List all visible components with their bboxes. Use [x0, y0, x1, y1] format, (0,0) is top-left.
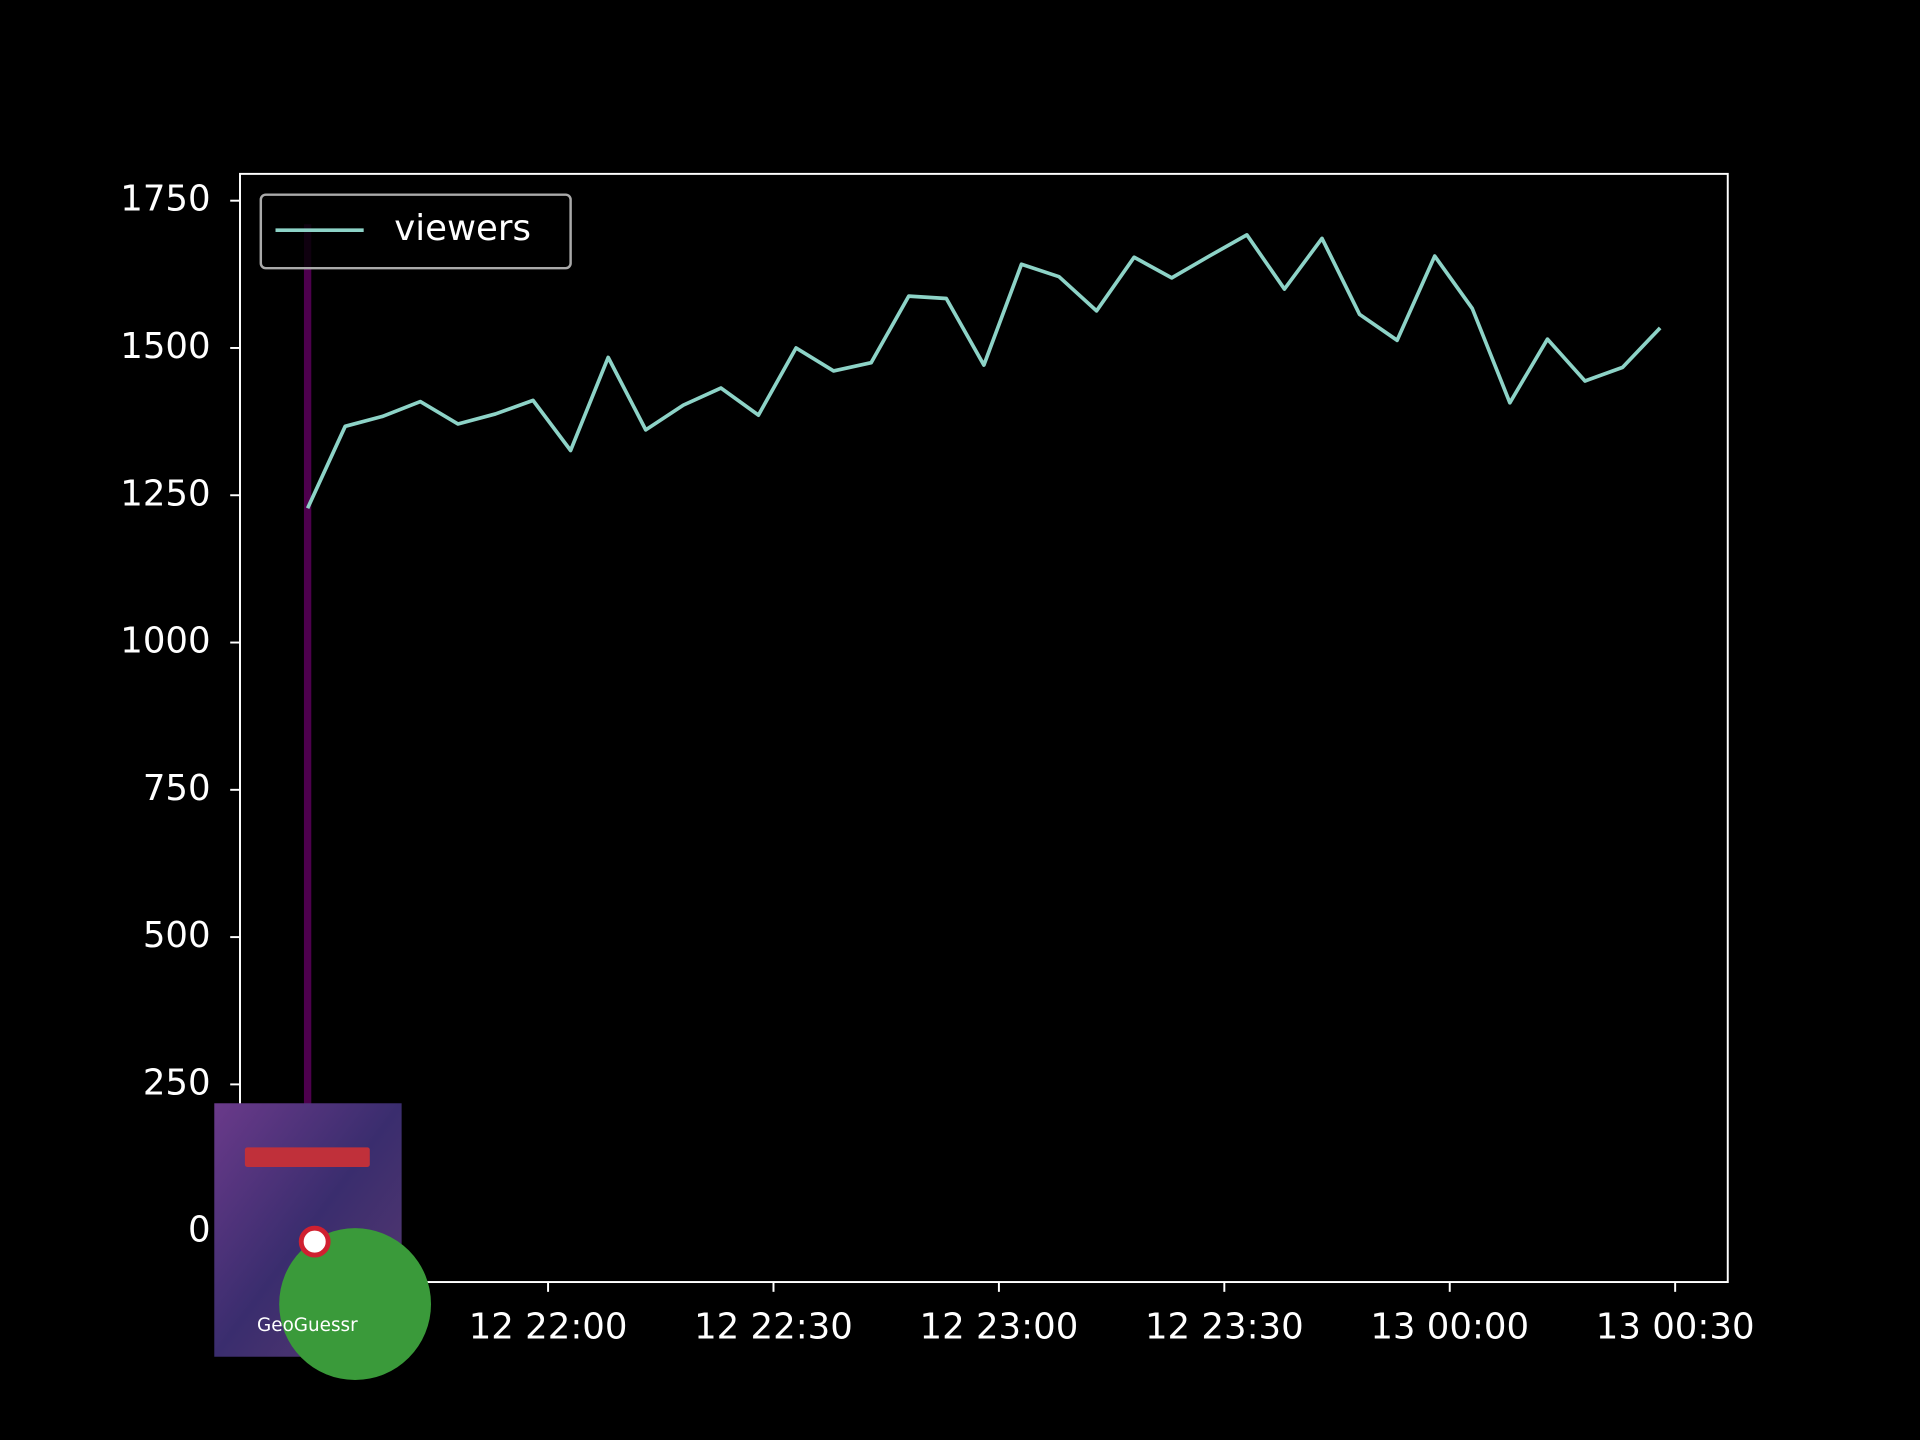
y-tick-label: 1000	[120, 621, 210, 662]
y-tick-label: 1500	[120, 326, 210, 367]
legend-label: viewers	[394, 208, 531, 249]
y-tick-label: 750	[143, 768, 211, 809]
x-tick-label: 13 00:00	[1370, 1307, 1529, 1348]
thumbnail-logo	[244, 1147, 370, 1167]
line	[305, 233, 1662, 509]
x-tick-label: 12 22:30	[694, 1307, 853, 1348]
x-tick-label: 12 23:30	[1145, 1307, 1304, 1348]
y-tick-label: 0	[188, 1210, 211, 1251]
axes-frame	[239, 172, 1729, 1284]
x-tick-label: 12 22:00	[469, 1307, 628, 1348]
y-tick-label: 500	[143, 915, 211, 956]
y-tick-label: 1750	[120, 179, 210, 220]
y-tick-label: 250	[143, 1062, 211, 1103]
legend-box	[259, 193, 572, 270]
thumbnail-pin	[298, 1225, 331, 1258]
x-tick-label: 12 23:00	[920, 1307, 1079, 1348]
x-tick-label: 13 00:30	[1596, 1307, 1755, 1348]
game-thumbnail: GeoGuessr	[214, 1103, 432, 1380]
y-tick-label: 1250	[120, 473, 210, 514]
thumbnail-label: GeoGuessr	[257, 1315, 358, 1336]
thumbnail-globe	[279, 1228, 432, 1380]
